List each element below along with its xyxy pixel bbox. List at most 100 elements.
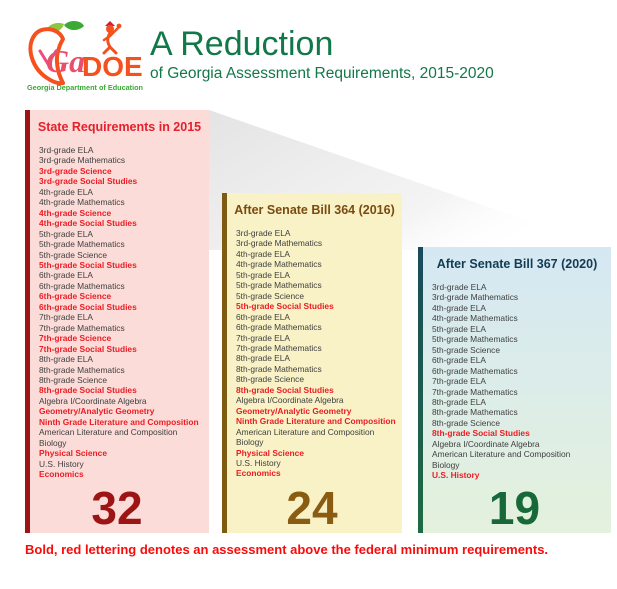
page-subtitle: of Georgia Assessment Requirements, 2015… — [150, 65, 494, 82]
assessment-item: 7th-grade Social Studies — [39, 343, 137, 354]
assessment-item: Algebra I/Coordinate Algebra — [236, 395, 344, 406]
assessment-item: Physical Science — [39, 448, 107, 459]
assessment-item: 4th-grade Science — [39, 207, 112, 218]
assessment-item: 4th-grade ELA — [236, 248, 291, 259]
assessment-item: 8th-grade Social Studies — [236, 384, 334, 395]
assessment-item: Algebra I/Coordinate Algebra — [39, 395, 147, 406]
assessment-count: 24 — [286, 482, 338, 534]
assessment-item: U.S. History — [432, 470, 480, 481]
assessment-item: 5th-grade ELA — [39, 228, 94, 239]
peach-logo-icon: Ga DOE Georgia Department of Education — [27, 20, 143, 92]
assessment-item: Biology — [236, 437, 264, 448]
leaf-icon — [64, 20, 84, 31]
assessment-item: 5th-grade ELA — [236, 269, 291, 280]
assessment-item: 5th-grade Mathematics — [432, 334, 518, 345]
assessment-item: 6th-grade Science — [39, 291, 112, 302]
assessment-item: 7th-grade Science — [39, 333, 112, 344]
assessment-item: 7th-grade ELA — [236, 332, 291, 343]
title-block: A Reduction of Georgia Assessment Requir… — [150, 26, 494, 83]
assessment-item: Economics — [236, 468, 281, 479]
assessment-item: 5th-grade Mathematics — [39, 239, 125, 250]
assessment-item: 8th-grade ELA — [39, 354, 94, 365]
assessment-item: 6th-grade Mathematics — [432, 365, 518, 376]
peach-outline — [28, 27, 65, 86]
assessment-item: Physical Science — [236, 447, 304, 458]
assessment-item: 4th-grade Social Studies — [39, 218, 137, 229]
assessment-item: 5th-grade Social Studies — [236, 301, 334, 312]
column-accent-bar — [222, 193, 227, 533]
assessment-item: U.S. History — [39, 458, 84, 469]
assessment-item: 4th-grade Mathematics — [432, 313, 518, 324]
assessment-item: Geometry/Analytic Geometry — [39, 406, 155, 417]
assessment-item: 6th-grade ELA — [432, 355, 487, 366]
assessment-item: 6th-grade Mathematics — [236, 322, 322, 333]
assessment-list: 3rd-grade ELA 3rd-grade Mathematics 4th-gr… — [418, 282, 611, 481]
assessment-item: American Literature and Composition — [432, 449, 571, 460]
assessment-item: 8th-grade Science — [236, 374, 304, 385]
column-accent-bar — [418, 247, 423, 533]
column-accent-bar — [25, 110, 30, 533]
assessment-item: 5th-grade Social Studies — [39, 259, 137, 270]
assessment-item: 6th-grade Mathematics — [39, 280, 125, 291]
assessment-item: 4th-grade Mathematics — [39, 197, 125, 208]
assessment-item: 5th-grade Mathematics — [236, 280, 322, 291]
column-header: After Senate Bill 364 (2016) — [234, 203, 395, 217]
assessment-item: 7th-grade Mathematics — [39, 322, 125, 333]
assessment-item: 8th-grade ELA — [236, 353, 291, 364]
assessment-item: 3rd-grade ELA — [236, 228, 291, 238]
assessment-count: 19 — [488, 482, 541, 534]
column-sb364-2016: After Senate Bill 364 (2016) 3rd-grade E… — [222, 193, 402, 533]
assessment-item: Biology — [39, 437, 67, 448]
peach-cleft — [38, 49, 58, 67]
footnote: Bold, red lettering denotes an assessmen… — [25, 542, 549, 557]
page-title: A Reduction — [150, 25, 334, 63]
assessment-item: 5th-grade ELA — [432, 323, 487, 334]
logo-caption: Georgia Department of Education — [27, 83, 143, 92]
assessment-count: 32 — [91, 482, 143, 534]
assessment-item: 8th-grade ELA — [432, 396, 487, 407]
gadoe-logo: Ga DOE Georgia Department of Education — [26, 20, 144, 92]
assessment-item: 6th-grade Social Studies — [39, 301, 137, 312]
assessment-item: 3rd-grade Mathematics — [432, 292, 519, 303]
assessment-item: 3rd-grade ELA — [39, 145, 94, 155]
assessment-item: 3rd-grade Science — [39, 165, 112, 176]
assessment-item: 5th-grade Science — [432, 344, 500, 355]
assessment-list: 3rd-grade ELA 3rd-grade Mathematics 3rd-gr… — [25, 145, 209, 480]
assessment-item: 3rd-grade Mathematics — [39, 155, 126, 166]
assessment-item: Geometry/Analytic Geometry — [236, 405, 352, 416]
assessment-item: American Literature and Composition — [39, 427, 178, 438]
assessment-item: 7th-grade Mathematics — [432, 386, 518, 397]
assessment-item: 4th-grade ELA — [432, 302, 487, 313]
column-header: State Requirements in 2015 — [37, 120, 202, 134]
assessment-item: Biology — [432, 459, 460, 470]
assessment-item: 6th-grade ELA — [236, 311, 291, 322]
column-2015: State Requirements in 2015 3rd-grade ELA… — [25, 110, 209, 533]
assessment-item: 8th-grade Social Studies — [432, 428, 530, 439]
student-icon — [102, 21, 122, 55]
assessment-item: 4th-grade ELA — [39, 186, 94, 197]
assessment-item: Ninth Grade Literature and Composition — [236, 416, 396, 427]
assessment-item: 7th-grade ELA — [39, 312, 94, 323]
logo-ga-text: Ga — [46, 43, 85, 79]
assessment-item: 5th-grade Science — [236, 290, 304, 301]
assessment-item: 8th-grade Science — [432, 417, 500, 428]
assessment-item: 8th-grade Mathematics — [236, 363, 322, 374]
assessment-item: 8th-grade Mathematics — [39, 364, 125, 375]
assessment-item: Algebra I/Coordinate Algebra — [432, 438, 540, 449]
assessment-item: 5th-grade Science — [39, 249, 107, 260]
assessment-item: 8th-grade Social Studies — [39, 385, 137, 396]
assessment-item: 3rd-grade Mathematics — [236, 238, 323, 249]
assessment-item: 8th-grade Science — [39, 374, 107, 385]
assessment-item: 7th-grade Mathematics — [236, 342, 322, 353]
assessment-item: 3rd-grade Social Studies — [39, 176, 138, 187]
assessment-item: 6th-grade ELA — [39, 270, 94, 281]
assessment-item: 4th-grade Mathematics — [236, 259, 322, 270]
assessment-item: 7th-grade ELA — [432, 376, 487, 387]
assessment-item: Economics — [39, 469, 84, 480]
assessment-list: 3rd-grade ELA 3rd-grade Mathematics 4th-gr… — [222, 228, 402, 479]
assessment-item: 8th-grade Mathematics — [432, 407, 518, 418]
assessment-item: American Literature and Composition — [236, 426, 375, 437]
column-sb367-2020: After Senate Bill 367 (2020) 3rd-grade E… — [418, 247, 611, 533]
column-header: After Senate Bill 367 (2020) — [436, 257, 598, 271]
